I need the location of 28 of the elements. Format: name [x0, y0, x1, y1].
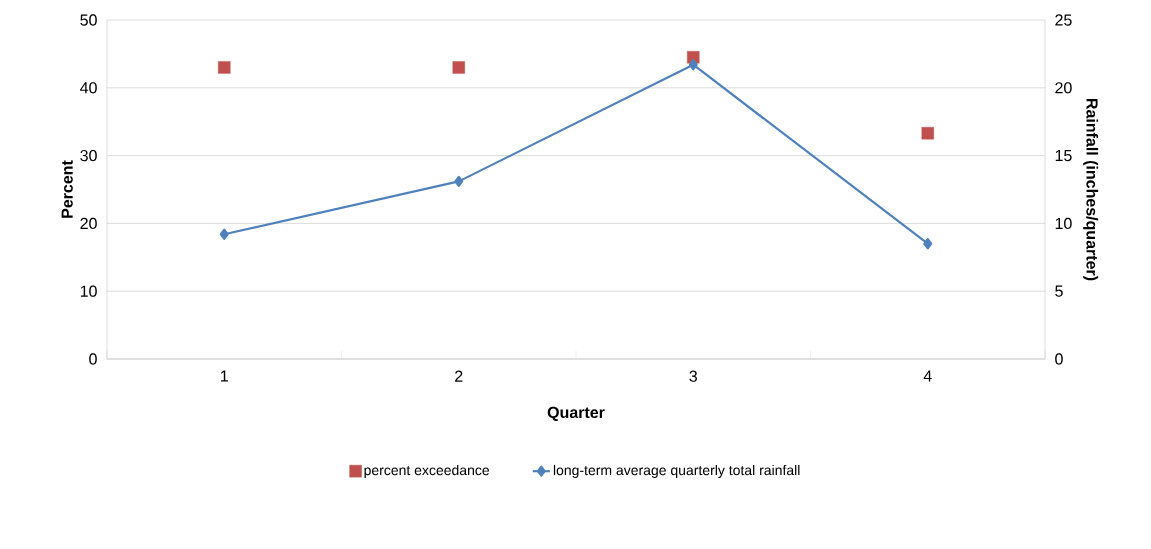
point: [921, 127, 934, 140]
y-tick-label: 0: [89, 353, 97, 365]
y2-tick-label: 15: [1055, 150, 1072, 162]
legend-label: percent exceedance: [364, 464, 490, 478]
point: [219, 228, 229, 240]
y2-tick-label: 0: [1055, 353, 1063, 365]
y2-tick-label: 20: [1055, 82, 1072, 94]
y2-tick-label: 25: [1055, 14, 1072, 26]
point: [218, 61, 231, 74]
x-axis-title: Quarter: [547, 406, 605, 422]
point: [688, 59, 698, 71]
x-tick-label: 1: [221, 370, 228, 382]
x-tick-label: 3: [689, 370, 697, 382]
y-tick-label: 40: [80, 82, 97, 94]
y2-tick-label: 10: [1055, 217, 1072, 230]
point: [454, 175, 464, 187]
x-tick-label: 4: [923, 370, 932, 382]
y-tick-label: 10: [80, 285, 97, 297]
y-tick-label: 20: [80, 217, 97, 230]
y2-tick-label: 5: [1055, 285, 1063, 297]
y-axis-title: Percent: [61, 160, 73, 218]
y2-axis-title: Rainfall (inches/quarter): [1083, 98, 1099, 281]
y-tick-label: 50: [80, 14, 97, 26]
point: [452, 61, 465, 74]
legend-label: long-term average quarterly total rainfall: [553, 464, 800, 478]
point: [923, 238, 933, 250]
x-tick-label: 2: [455, 370, 463, 382]
y-tick-label: 30: [80, 149, 97, 162]
